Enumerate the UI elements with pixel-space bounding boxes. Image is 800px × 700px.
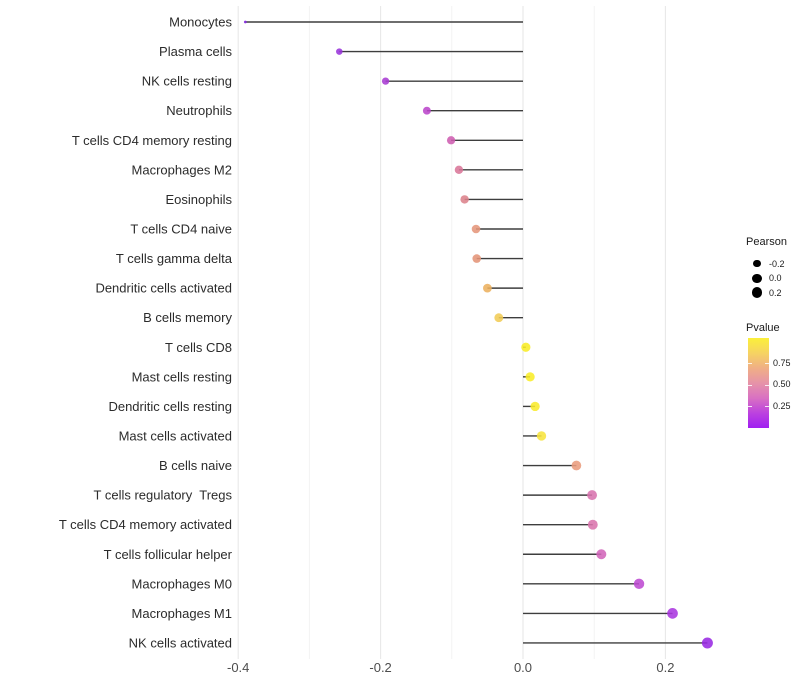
colorbar-tick-label: 0.25 bbox=[773, 400, 791, 411]
pearson-legend-item: 0.0 bbox=[746, 271, 782, 286]
lollipop-dot bbox=[587, 490, 598, 501]
row-label: NK cells resting bbox=[142, 74, 232, 89]
row-label: T cells regulatory Tregs bbox=[94, 488, 233, 503]
lollipop-dot bbox=[460, 195, 469, 204]
pearson-legend-title: Pearson bbox=[746, 236, 787, 248]
row-label: NK cells activated bbox=[129, 635, 232, 650]
lollipop-dot bbox=[536, 431, 547, 441]
row-label: T cells CD4 memory resting bbox=[72, 133, 232, 148]
row-label: Macrophages M1 bbox=[132, 606, 232, 621]
row-label: Dendritic cells activated bbox=[95, 281, 232, 296]
row-label: Plasma cells bbox=[159, 44, 232, 59]
pvalue-legend-title: Pvalue bbox=[746, 322, 780, 334]
x-tick-label: 0.2 bbox=[656, 660, 674, 675]
lollipop-dot bbox=[472, 254, 482, 263]
row-label: Mast cells activated bbox=[119, 428, 232, 443]
x-tick-label: -0.2 bbox=[369, 660, 391, 675]
pearson-legend-value: 0.2 bbox=[769, 287, 782, 298]
lollipop-dot bbox=[530, 401, 540, 412]
colorbar-tick-mark bbox=[765, 384, 769, 386]
lollipop-dot bbox=[596, 549, 607, 560]
lollipop-dot bbox=[525, 372, 535, 382]
lollipop-dot bbox=[521, 342, 531, 352]
colorbar-tick-mark bbox=[765, 406, 769, 407]
colorbar-tick-mark bbox=[748, 363, 752, 364]
lollipop-dot bbox=[494, 313, 504, 323]
colorbar-tick-label: 0.75 bbox=[773, 357, 791, 368]
x-tick-label: 0.0 bbox=[514, 660, 532, 675]
row-label: Eosinophils bbox=[166, 192, 233, 207]
x-tick-label: -0.4 bbox=[227, 660, 249, 675]
row-label: Neutrophils bbox=[166, 103, 232, 118]
lollipop-dot bbox=[587, 519, 598, 530]
row-label: T cells follicular helper bbox=[104, 547, 233, 562]
row-label: T cells CD4 memory activated bbox=[59, 517, 232, 532]
lollipop-dot bbox=[633, 578, 645, 590]
row-label: Monocytes bbox=[169, 15, 232, 30]
pearson-legend-dot-icon bbox=[752, 273, 762, 283]
row-label: T cells gamma delta bbox=[116, 251, 233, 266]
lollipop-dot bbox=[483, 283, 492, 293]
row-label: T cells CD4 naive bbox=[130, 221, 232, 236]
lollipop-dot bbox=[336, 48, 343, 55]
lollipop-dot bbox=[701, 637, 713, 649]
lollipop-dot bbox=[422, 106, 431, 115]
row-label: Macrophages M2 bbox=[132, 162, 232, 177]
pearson-legend-dot-icon bbox=[751, 287, 763, 298]
colorbar-tick-mark bbox=[748, 384, 752, 386]
pvalue-colorbar bbox=[748, 338, 769, 428]
lollipop-dot bbox=[471, 224, 481, 234]
lollipop-dot bbox=[446, 136, 456, 145]
lollipop-dot bbox=[454, 165, 464, 175]
lollipop-dot bbox=[571, 460, 582, 471]
colorbar-tick-mark bbox=[748, 406, 752, 407]
row-label: B cells memory bbox=[143, 310, 232, 325]
pearson-legend-dot-icon bbox=[753, 259, 761, 268]
row-label: Macrophages M0 bbox=[132, 576, 232, 591]
colorbar-tick-label: 0.50 bbox=[773, 379, 791, 389]
pearson-legend-value: 0.0 bbox=[769, 273, 782, 284]
lollipop-dot bbox=[667, 608, 678, 619]
row-label: Mast cells resting bbox=[132, 369, 232, 384]
row-label: T cells CD8 bbox=[165, 340, 232, 355]
pearson-legend-value: -0.2 bbox=[769, 258, 785, 269]
pearson-legend-item: -0.2 bbox=[746, 256, 785, 271]
row-label: B cells naive bbox=[159, 458, 232, 473]
lollipop-dot bbox=[381, 77, 390, 85]
lollipop-dot bbox=[243, 20, 247, 24]
pearson-legend-item: 0.2 bbox=[746, 285, 782, 300]
row-label: Dendritic cells resting bbox=[108, 399, 232, 414]
colorbar-tick-mark bbox=[765, 363, 769, 364]
